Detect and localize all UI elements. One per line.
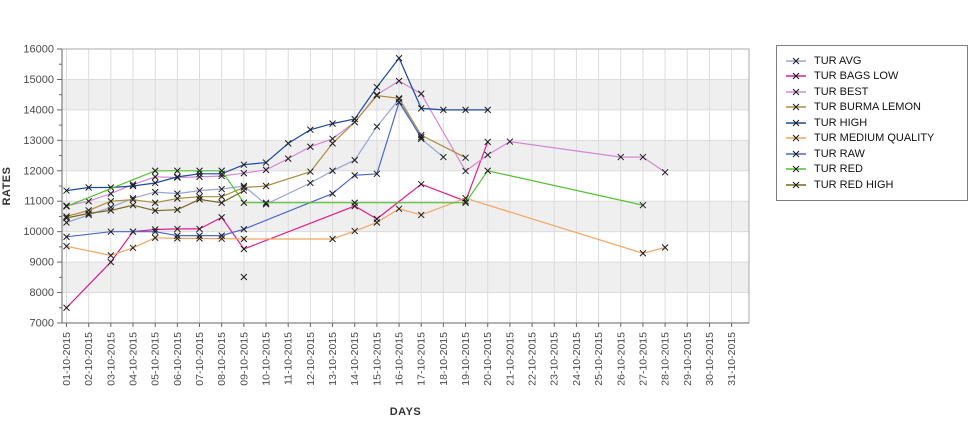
legend-label-tur-best: TUR BEST [814,85,869,98]
legend-item-tur-burma-lemon: TUR BURMA LEMON [785,100,959,116]
x-tick-label: 19-10-2015 [460,332,472,386]
x-tick-label: 29-10-2015 [682,332,694,386]
series-line-tur-medium-quality [66,197,666,257]
legend-label-tur-red: TUR RED [814,163,863,176]
legend-item-tur-red: TUR RED [785,162,959,178]
legend-swatch-icon-tur-red-high [786,181,806,189]
legend-label-tur-high: TUR HIGH [814,116,868,129]
y-axis-title: RATES [1,166,13,206]
legend-label-tur-red-high: TUR RED HIGH [814,178,894,191]
x-tick-label: 24-10-2015 [571,332,583,386]
x-tick-label: 22-10-2015 [527,332,539,386]
series-markers-tur-red [63,167,647,210]
series-markers-tur-high [63,54,492,194]
x-tick-label: 10-10-2015 [261,332,273,386]
legend-label-tur-avg: TUR AVG [814,54,862,67]
x-tick-label: 28-10-2015 [660,332,672,386]
legend-swatch-icon-tur-red [786,165,806,173]
x-tick-label: 31-10-2015 [726,332,738,386]
legend-swatch-icon-tur-best [786,88,806,96]
x-tick-label: 08-10-2015 [216,332,228,386]
legend-swatch-icon-tur-high [786,119,806,127]
x-tick-label: 01-10-2015 [61,332,73,386]
y-tick-label: 11000 [24,196,54,208]
legend-item-tur-raw: TUR RAW [785,146,959,162]
series-markers-tur-red-high [63,187,248,222]
y-tick-label: 12000 [23,165,54,177]
legend-label-tur-burma-lemon: TUR BURMA LEMON [814,101,921,114]
y-tick-label: 8000 [30,287,54,299]
legend-item-tur-bags-low: TUR BAGS LOW [785,69,959,85]
y-tick-label: 10000 [23,226,54,238]
y-tick-label: 14000 [23,104,54,116]
x-tick-label: 02-10-2015 [83,332,95,386]
series-markers-tur-avg [63,95,447,226]
x-tick-label: 04-10-2015 [128,332,140,386]
x-tick-label: 07-10-2015 [194,332,206,386]
y-tick-label: 15000 [23,74,54,86]
x-tick-label: 03-10-2015 [105,332,117,386]
x-tick-label: 15-10-2015 [371,332,383,386]
stray-marker [240,273,248,281]
legend-swatch-icon-tur-burma-lemon [786,103,806,111]
series-markers-tur-raw [63,98,425,241]
legend-swatch-icon-tur-raw [786,150,806,158]
x-tick-label: 17-10-2015 [416,332,428,386]
series-line-tur-high [66,56,488,192]
x-tick-label: 16-10-2015 [394,332,406,386]
legend-swatch-icon-tur-avg [786,57,806,65]
legend-item-tur-high: TUR HIGH [785,115,959,131]
x-tick-label: 06-10-2015 [172,332,184,386]
legend-item-tur-avg: TUR AVG [785,53,959,69]
x-tick-label: 11-10-2015 [283,332,295,385]
x-tick-label: 30-10-2015 [704,332,716,386]
legend-item-tur-red-high: TUR RED HIGH [785,177,959,193]
y-tick-label: 7000 [30,318,54,330]
legend-label-tur-bags-low: TUR BAGS LOW [814,70,899,83]
plot-band [62,140,749,171]
x-tick-label: 18-10-2015 [438,332,450,386]
x-tick-label: 21-10-2015 [504,332,516,386]
legend-item-tur-medium-quality: TUR MEDIUM QUALITY [785,131,959,147]
y-tick-label: 9000 [30,257,54,269]
x-tick-label: 09-10-2015 [238,332,250,386]
x-tick-label: 14-10-2015 [349,332,361,386]
plot-band [62,262,749,293]
series-markers-tur-medium-quality [63,194,669,259]
x-tick-label: 05-10-2015 [150,332,162,386]
legend-swatch-icon-tur-medium-quality [786,134,806,142]
x-tick-label: 25-10-2015 [593,332,605,386]
x-tick-label: 27-10-2015 [637,332,649,386]
legend-label-tur-raw: TUR RAW [814,147,865,160]
x-tick-label: 12-10-2015 [305,332,317,386]
series-markers-tur-burma-lemon [63,92,469,220]
x-tick-label: 13-10-2015 [327,332,339,386]
y-tick-label: 13000 [23,135,54,147]
x-tick-label: 20-10-2015 [482,332,494,386]
legend-label-tur-medium-quality: TUR MEDIUM QUALITY [814,132,935,145]
plot-band [62,79,749,110]
x-axis-title: DAYS [389,406,422,418]
legend-swatch-icon-tur-bags-low [786,72,806,80]
x-tick-label: 23-10-2015 [549,332,561,386]
plot-band [62,201,749,232]
chart-legend: TUR AVG TUR BAGS LOW TUR BEST TUR BURMA LEM… [776,45,968,201]
x-tick-label: 26-10-2015 [615,332,627,386]
legend-item-tur-best: TUR BEST [785,84,959,100]
y-tick-label: 16000 [23,44,54,56]
